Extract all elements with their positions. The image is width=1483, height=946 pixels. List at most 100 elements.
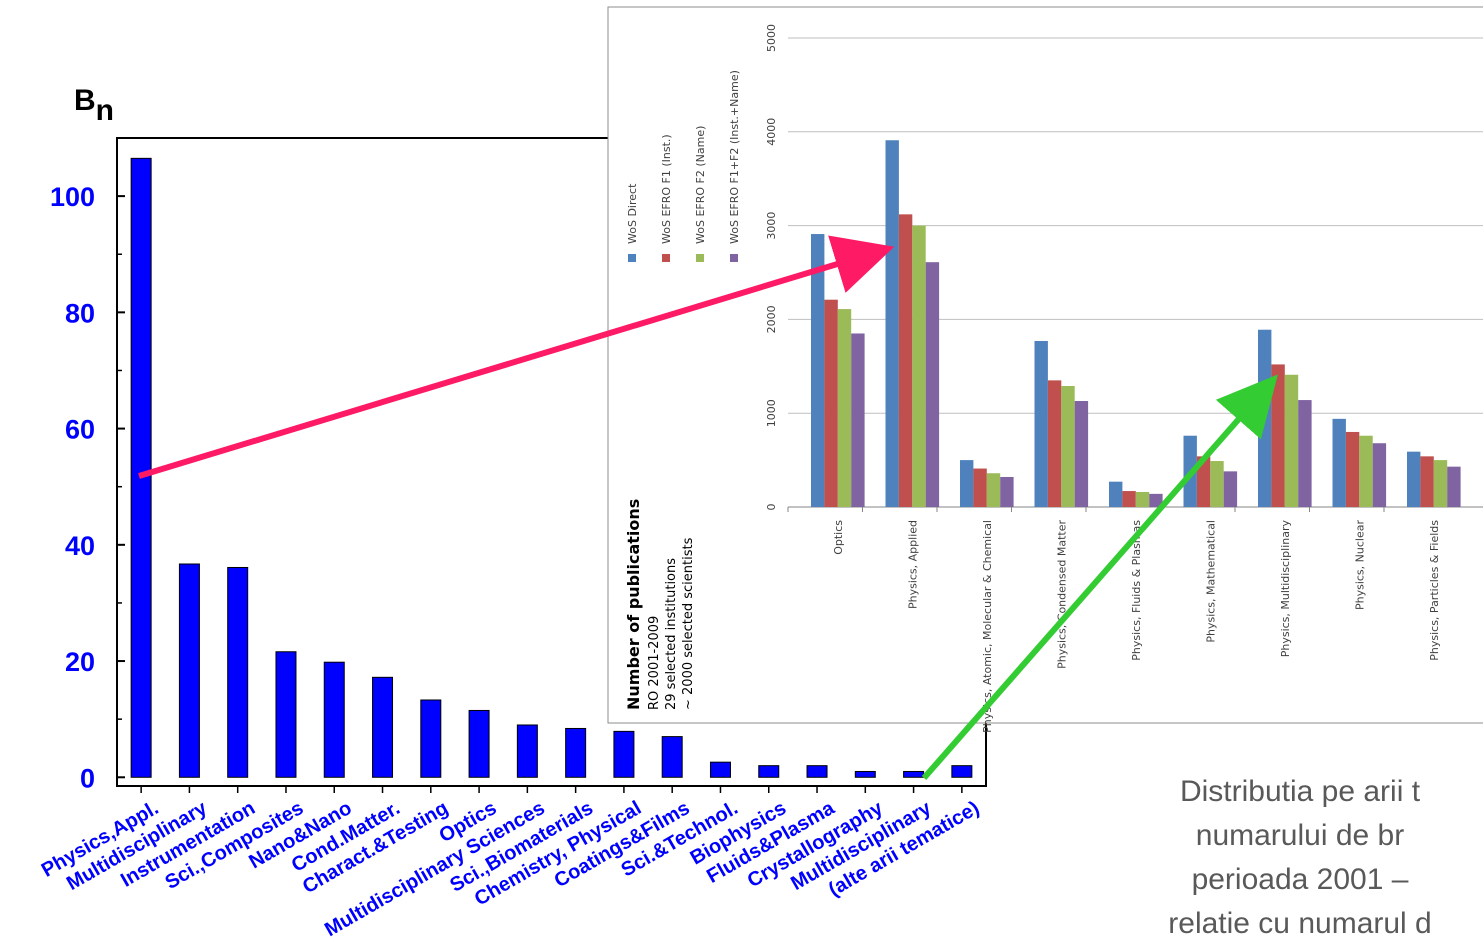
inset-bar [824, 299, 838, 507]
main-bars [130, 157, 973, 793]
inset-bar [1047, 380, 1062, 507]
inset-bar [885, 140, 899, 507]
main-y-tick-label: 100 [50, 182, 95, 212]
arrow-physics-applied [138, 235, 895, 479]
main-y-axis-label-subscript: n [96, 94, 114, 127]
inset-bar [1345, 431, 1360, 507]
inset-x-label: Physics, Applied [906, 520, 919, 609]
inset-bar [1196, 456, 1211, 507]
inset-x-label: Optics [832, 520, 845, 555]
inset-legend-label: WoS EFRO F2 (Name) [694, 126, 707, 244]
inset-bar [1000, 476, 1014, 507]
inset-bar [1034, 340, 1048, 507]
inset-bar [1135, 491, 1150, 507]
inset-y-axis: 0 1000 2000 3000 4000 5000 [765, 24, 778, 511]
inset-bar [837, 309, 852, 507]
inset-y-tick-label: 5000 [765, 24, 778, 52]
inset-y-subtitle: 29 selected institutions [664, 558, 679, 710]
main-bar [323, 661, 345, 778]
inset-bar [1210, 461, 1224, 507]
main-y-tick-label: 20 [65, 647, 95, 677]
inset-y-tick-label: 0 [765, 504, 778, 511]
arrow-physics-multidisciplinary [921, 374, 1278, 780]
inset-bar [1061, 385, 1075, 507]
inset-bar [1284, 374, 1299, 507]
inset-x-label: Physics, Nuclear [1353, 520, 1366, 610]
main-bar [758, 765, 780, 778]
inset-bar [1149, 493, 1163, 507]
inset-legend-label: WoS EFRO F1 (Inst.) [660, 134, 673, 244]
caption-line: relatie cu numarul d [1168, 907, 1432, 940]
main-y-tick-label: 60 [65, 415, 95, 445]
inset-y-tick-label: 3000 [765, 212, 778, 240]
main-bar [709, 761, 731, 778]
main-y-tick-label: 80 [65, 298, 95, 328]
inset-bar [973, 468, 987, 507]
inset-bar [1074, 401, 1089, 507]
inset-bar [898, 214, 913, 507]
arrows [138, 235, 1278, 780]
inset-x-label: Physics, Condensed Matter [1055, 520, 1068, 669]
inset-bar [1109, 481, 1123, 507]
main-y-axis-label-main: B [74, 84, 96, 117]
inset-y-tick-label: 4000 [765, 118, 778, 146]
inset-x-label: Physics, Fluids & Plasmas [1130, 520, 1143, 661]
inset-y-title: Number of publications [624, 499, 643, 710]
main-bar [420, 699, 442, 778]
main-bar [275, 651, 297, 778]
inset-bar [851, 333, 865, 507]
inset-legend-swatch [662, 254, 670, 262]
inset-bar [1372, 443, 1387, 507]
inset-x-labels: Optics Physics, Applied Physics, Atomic, M… [832, 520, 1441, 733]
caption-line: numarului de br [1195, 819, 1405, 852]
main-bar [516, 724, 538, 778]
main-y-axis: 0 20 40 60 80 100 [50, 182, 125, 793]
main-bar [854, 770, 876, 778]
inset-bar [1433, 460, 1448, 507]
inset-bar [1420, 456, 1434, 507]
inset-x-label: Physics, Multidisciplinary [1279, 520, 1292, 658]
main-bar [227, 566, 249, 778]
inset-legend-swatch [628, 254, 636, 262]
main-bar [130, 157, 152, 778]
inset-y-title: Number of publications RO 2001-2009 29 sel… [624, 499, 696, 710]
main-bar [903, 770, 925, 778]
inset-bar [1447, 466, 1461, 507]
inset-legend-swatch [730, 254, 738, 262]
main-bar [468, 709, 490, 778]
inset-bar [1258, 329, 1272, 507]
inset-y-subtitle: RO 2001-2009 [647, 616, 662, 710]
main-y-tick-label: 40 [65, 531, 95, 561]
main-y-axis-label: Bn [74, 84, 114, 127]
inset-bar [925, 262, 940, 507]
main-bar [951, 765, 973, 778]
inset-bar [1122, 491, 1136, 507]
inset-bar [986, 473, 1001, 507]
inset-x-label: Physics, Atomic, Molecular & Chemical [981, 520, 994, 733]
inset-legend-label: WoS EFRO F1+F2 (Inst.+Name) [728, 70, 741, 244]
main-y-tick-label: 0 [80, 763, 95, 793]
inset-bar [1332, 418, 1346, 507]
inset-bar [1271, 364, 1285, 507]
main-x-labels: Physics,Appl.MultidisciplinaryInstrument… [38, 797, 983, 941]
inset-bar-chart: 0 1000 2000 3000 4000 5000 Optics Physics, App… [607, 6, 1483, 733]
inset-y-tick-label: 1000 [765, 399, 778, 427]
inset-bar [960, 460, 974, 507]
main-bar [613, 730, 635, 778]
main-bar [178, 563, 200, 778]
inset-legend-swatch [696, 254, 704, 262]
inset-x-label: Physics, Particles & Fields [1428, 520, 1441, 661]
inset-x-label: Physics, Mathematical [1204, 520, 1217, 643]
inset-legend-label: WoS Direct [626, 183, 639, 244]
inset-bar [1407, 451, 1421, 507]
main-bar [806, 765, 828, 778]
inset-bar [811, 234, 825, 508]
inset-bar [1223, 471, 1238, 507]
inset-bar [912, 225, 926, 507]
inset-y-tick-label: 2000 [765, 305, 778, 333]
inset-bars [811, 140, 1461, 508]
inset-legend: WoS Direct WoS EFRO F1 (Inst.) WoS EFRO F2… [626, 70, 741, 262]
caption-line: perioada 2001 – [1191, 863, 1409, 896]
inset-bar [1359, 435, 1373, 507]
